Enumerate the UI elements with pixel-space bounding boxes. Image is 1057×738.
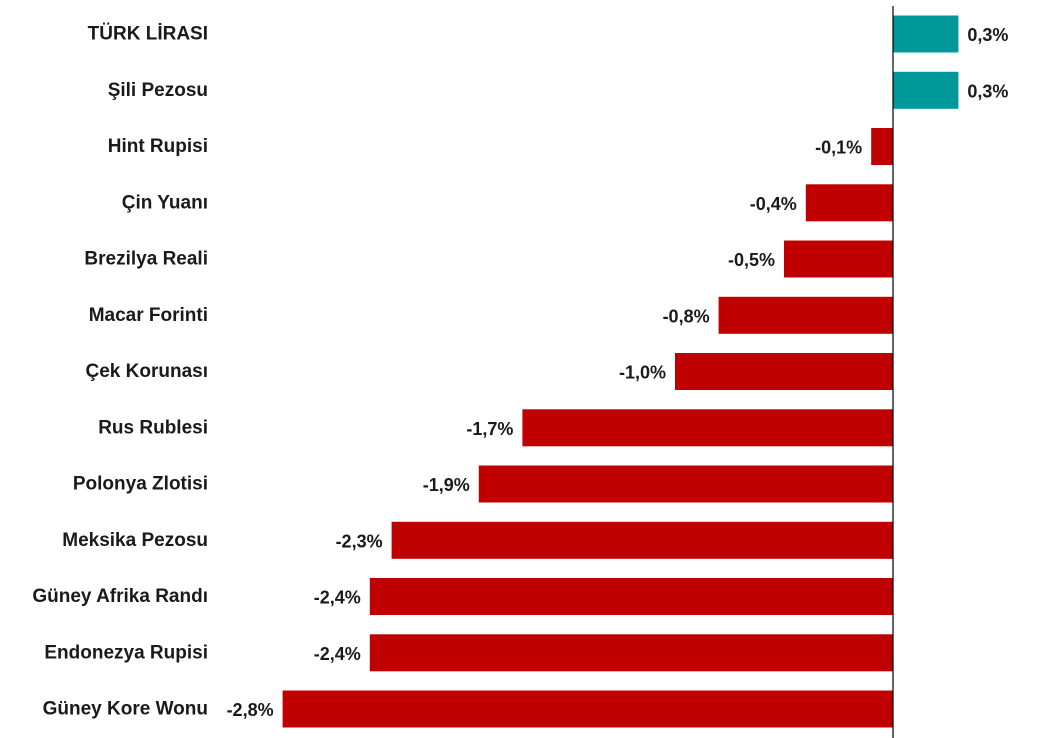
bar [675, 353, 893, 390]
bar [369, 634, 893, 672]
category-label: Rus Rublesi [98, 417, 208, 438]
bar [522, 409, 893, 447]
data-label: 0,3% [967, 25, 1008, 45]
category-label: Çek Korunası [86, 361, 208, 382]
data-label: -0,4% [750, 194, 797, 214]
data-label: -2,3% [336, 531, 383, 551]
category-label: Macar Forinti [89, 305, 208, 326]
data-label: -1,0% [619, 363, 666, 383]
category-label: Şili Pezosu [108, 80, 208, 101]
category-label: Güney Afrika Randı [32, 586, 208, 607]
data-label: -0,1% [815, 138, 862, 158]
data-label: 0,3% [967, 81, 1008, 101]
bar [784, 240, 893, 278]
category-label: Çin Yuanı [122, 192, 208, 213]
data-label: -2,4% [314, 588, 361, 608]
bar [391, 521, 893, 559]
category-label: Hint Rupisi [108, 136, 208, 157]
bar [282, 690, 894, 728]
category-label: Meksika Pezosu [62, 530, 208, 551]
data-label: -0,5% [728, 250, 775, 270]
bar [893, 15, 959, 53]
bar [718, 296, 893, 334]
bar [478, 465, 893, 503]
bar [871, 128, 893, 165]
category-label: Endonezya Rupisi [44, 642, 208, 663]
data-label: -2,8% [227, 700, 274, 720]
bar [805, 184, 893, 222]
bar [369, 578, 893, 615]
category-label: Güney Kore Wonu [43, 699, 208, 720]
category-labels: TÜRK LİRASI Şili Pezosu Hint Rupisi Çin Yua… [32, 24, 208, 720]
bar [893, 71, 959, 109]
data-label: -0,8% [663, 306, 710, 326]
data-label: -1,7% [466, 419, 513, 439]
value-labels: 0,3% 0,3% -0,1% -0,4% -0,5% -0,8% -1,0% -1,7% -1… [227, 25, 1009, 720]
category-label: TÜRK LİRASI [88, 24, 208, 45]
category-label: Brezilya Reali [84, 249, 208, 270]
data-label: -2,4% [314, 644, 361, 664]
bars-layer [282, 15, 959, 728]
data-label: -1,9% [423, 475, 470, 495]
category-label: Polonya Zlotisi [73, 474, 208, 495]
